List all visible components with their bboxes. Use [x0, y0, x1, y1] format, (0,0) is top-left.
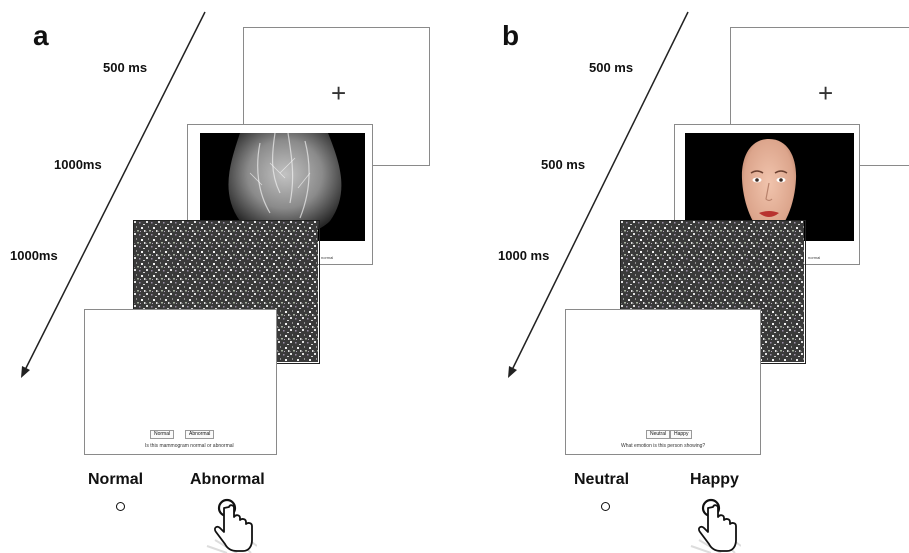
mammogram-icon [228, 133, 342, 236]
fixation-cross-a: + [331, 78, 347, 108]
response-label-happy: Happy [690, 471, 739, 488]
neutral-button-b[interactable]: Neutral [646, 430, 671, 439]
happy-button-b[interactable]: Happy [670, 430, 693, 439]
question-text-b: What emotion is this person showing? [621, 443, 706, 449]
panel-b-letter: b [502, 20, 520, 51]
response-screen-a: Normal Abnormal Is this mammogram normal… [84, 309, 277, 455]
face-icon [741, 139, 797, 237]
response-label-normal: Normal [88, 471, 144, 488]
timing-label-b-3: 1000 ms [498, 248, 550, 263]
response-screen-b: Neutral Happy What emotion is this perso… [565, 309, 761, 455]
timing-label-a-3: 1000ms [10, 248, 58, 263]
circle-icon [601, 502, 610, 511]
panel-a-letter: a [33, 20, 49, 51]
stimulus-caption-a: normal [321, 255, 334, 260]
response-label-neutral: Neutral [574, 471, 630, 488]
response-label-abnormal: Abnormal [190, 471, 265, 488]
hand-pointer-icon [206, 498, 257, 553]
abnormal-button-a[interactable]: Abnormal [185, 430, 215, 439]
timing-label-b-1: 500 ms [589, 60, 634, 75]
fixation-cross-b: + [818, 78, 834, 108]
circle-icon [116, 502, 125, 511]
timing-label-a-1: 500 ms [103, 60, 148, 75]
stimulus-caption-b: normal [808, 255, 821, 260]
normal-button-a[interactable]: Normal [150, 430, 175, 439]
timing-label-a-2: 1000ms [54, 157, 102, 172]
question-text-a: Is this mammogram normal or abnormal [145, 443, 234, 449]
timing-label-b-2: 500 ms [541, 157, 586, 172]
hand-pointer-icon [690, 498, 741, 553]
